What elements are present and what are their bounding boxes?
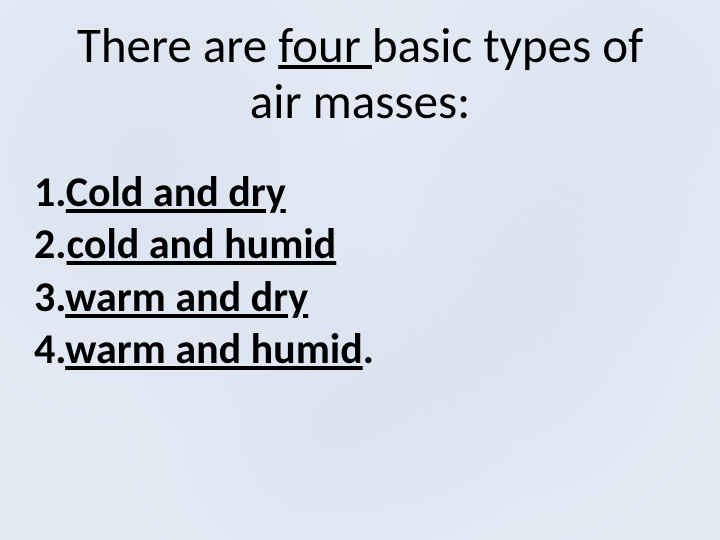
list-item: 1.Cold and dry	[34, 167, 692, 220]
slide: There are four basic types of air masses…	[0, 0, 720, 540]
item-number: 3.	[34, 272, 65, 323]
item-number: 2.	[34, 219, 67, 270]
title-underlined-word: four	[278, 16, 372, 76]
item-trailing-period: .	[363, 324, 374, 375]
title-suffix: basic types of	[372, 16, 643, 76]
list-item: 3.warm and dry	[34, 272, 692, 325]
list-item: 4.warm and humid.	[34, 324, 692, 377]
item-text: cold and humid	[67, 219, 337, 270]
item-text: Cold and dry	[66, 167, 286, 218]
title-line-1: There are four basic types of	[28, 18, 692, 74]
slide-title: There are four basic types of air masses…	[28, 18, 692, 131]
item-number: 4.	[34, 324, 65, 375]
item-number: 1.	[34, 167, 66, 218]
list-item: 2.cold and humid	[34, 219, 692, 272]
item-text: warm and humid	[65, 324, 363, 375]
item-text: warm and dry	[65, 272, 308, 323]
air-mass-list: 1.Cold and dry 2.cold and humid 3.warm a…	[28, 167, 692, 377]
title-line-2: air masses:	[28, 74, 692, 130]
title-prefix: There are	[77, 16, 278, 76]
